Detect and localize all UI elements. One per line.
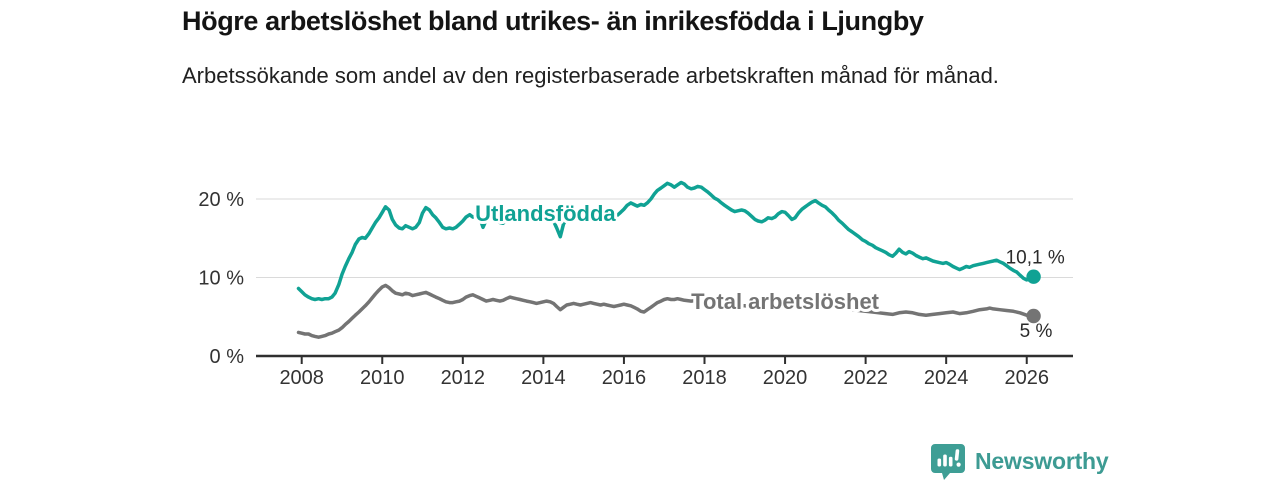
x-axis-tick-label: 2008	[279, 367, 324, 389]
bar-chart-speech-bubble-icon	[931, 444, 965, 480]
x-axis-tick-label: 2010	[360, 367, 405, 389]
x-axis-tick-label: 2022	[843, 367, 888, 389]
series-label-utlandsfodda: Utlandsfödda	[475, 201, 616, 226]
series-value-label-total: 5 %	[1020, 321, 1053, 342]
x-axis-tick-label: 2016	[602, 367, 647, 389]
series-label-total: Total arbetslöshet	[691, 289, 880, 314]
x-axis-tick-label: 2024	[924, 367, 969, 389]
series-end-dot-utlandsfodda	[1026, 269, 1041, 284]
series-value-label-utlandsfodda: 10,1 %	[1006, 248, 1065, 269]
x-axis-tick-label: 2014	[521, 367, 566, 389]
brand-name: Newsworthy	[975, 448, 1109, 474]
x-axis-tick-label: 2012	[441, 367, 486, 389]
x-axis-tick-label: 2020	[763, 367, 808, 389]
series-line-total	[296, 283, 1036, 339]
chart-subtitle: Arbetssökande som andel av den registerb…	[182, 63, 999, 88]
newsworthy-logo: Newsworthy	[930, 443, 1109, 480]
chart-title: Högre arbetslöshet bland utrikes- än inr…	[182, 6, 924, 36]
y-axis-tick-label: 20 %	[198, 189, 244, 211]
x-axis-tick-label: 2018	[682, 367, 727, 389]
series-line-utlandsfodda	[296, 180, 1036, 302]
series-end-dot-total	[1026, 308, 1041, 324]
y-axis-tick-label: 0 %	[210, 346, 245, 368]
y-axis-tick-label: 10 %	[198, 268, 244, 290]
x-axis-tick-label: 2026	[1004, 367, 1049, 389]
